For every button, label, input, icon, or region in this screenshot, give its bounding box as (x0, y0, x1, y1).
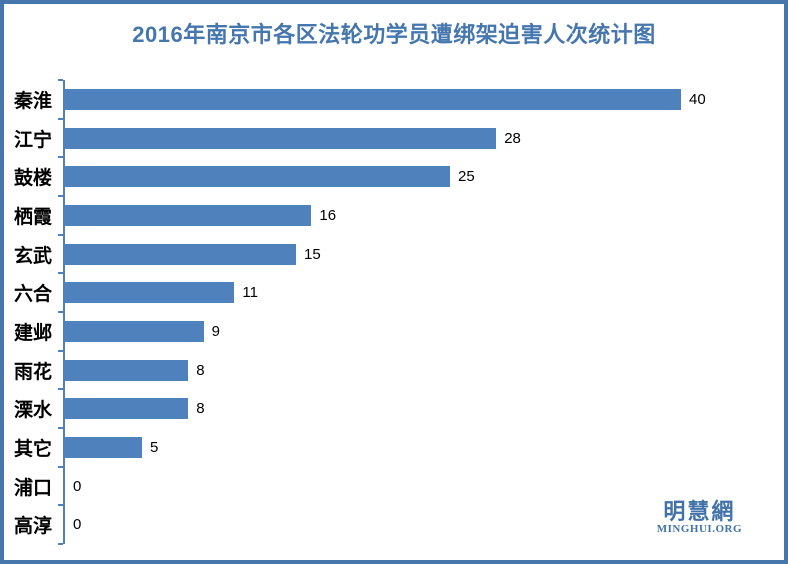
value-label: 40 (689, 90, 706, 108)
value-label: 5 (150, 438, 159, 456)
bar (65, 243, 296, 265)
value-label: 15 (304, 245, 321, 263)
value-label: 16 (319, 206, 337, 224)
category-label: 高淳 (14, 516, 53, 538)
bar (65, 166, 450, 188)
bar-row: 玄武 15 (4, 233, 784, 274)
plot-cell: 5 (58, 427, 784, 467)
plot-cell: 9 (58, 311, 784, 351)
value-label: 8 (196, 400, 205, 418)
bar-row: 建邺 9 (4, 311, 784, 351)
category-label: 秦淮 (14, 90, 53, 112)
plot-cell: 28 (58, 117, 784, 158)
bar (65, 436, 142, 458)
bar-row: 鼓楼 25 (4, 156, 784, 197)
bar (65, 127, 497, 149)
bar (65, 88, 681, 110)
plot-cell: 8 (58, 388, 784, 429)
category-label: 玄武 (14, 245, 53, 267)
bar-row: 雨花 8 (4, 349, 784, 390)
bar-row: 栖霞 16 (4, 195, 784, 235)
category-label: 鼓楼 (14, 168, 53, 190)
bar-chart: 秦淮 40 江宁 28 鼓楼 25 栖霞 16 (4, 79, 784, 545)
value-label: 0 (73, 516, 82, 534)
category-label: 其它 (14, 438, 53, 460)
bar-row: 溧水 8 (4, 388, 784, 429)
plot-cell: 25 (58, 156, 784, 197)
value-label: 11 (242, 284, 258, 302)
value-label: 25 (458, 168, 475, 186)
bar-row: 秦淮 40 (4, 79, 784, 119)
value-label: 8 (196, 361, 205, 379)
category-label: 建邺 (14, 322, 53, 344)
category-label: 雨花 (14, 361, 53, 383)
minghui-logo-url: MINGHUI.ORG (656, 523, 742, 536)
plot-cell: 16 (58, 195, 784, 235)
category-label: 浦口 (14, 477, 53, 499)
plot-cell: 15 (58, 233, 784, 274)
value-label: 0 (73, 477, 82, 495)
plot-cell: 0 (58, 504, 784, 545)
plot-cell: 8 (58, 349, 784, 390)
category-label: 栖霞 (14, 206, 53, 228)
bar-row: 高淳 0 (4, 504, 784, 545)
bar (65, 204, 312, 226)
value-label: 9 (211, 322, 220, 340)
plot-cell: 0 (58, 465, 784, 506)
plot-cell: 40 (58, 79, 784, 119)
bar-row: 六合 11 (4, 272, 784, 313)
minghui-logo-chinese: 明慧網 (663, 500, 736, 526)
bar-row: 浦口 0 (4, 465, 784, 506)
category-label: 溧水 (14, 400, 53, 422)
value-label: 28 (504, 129, 521, 147)
bar-row: 江宁 28 (4, 117, 784, 158)
category-label: 江宁 (14, 129, 53, 151)
bar (65, 398, 189, 420)
chart-title: 2016年南京市各区法轮功学员遭绑架迫害人次统计图 (132, 22, 656, 47)
bar-row: 其它 5 (4, 427, 784, 467)
category-label: 六合 (14, 284, 53, 306)
bar (65, 320, 204, 342)
bar (65, 282, 235, 304)
minghui-logo: 明慧網 MINGHUI.ORG (657, 501, 742, 536)
bar (65, 359, 189, 381)
plot-cell: 11 (58, 272, 784, 313)
